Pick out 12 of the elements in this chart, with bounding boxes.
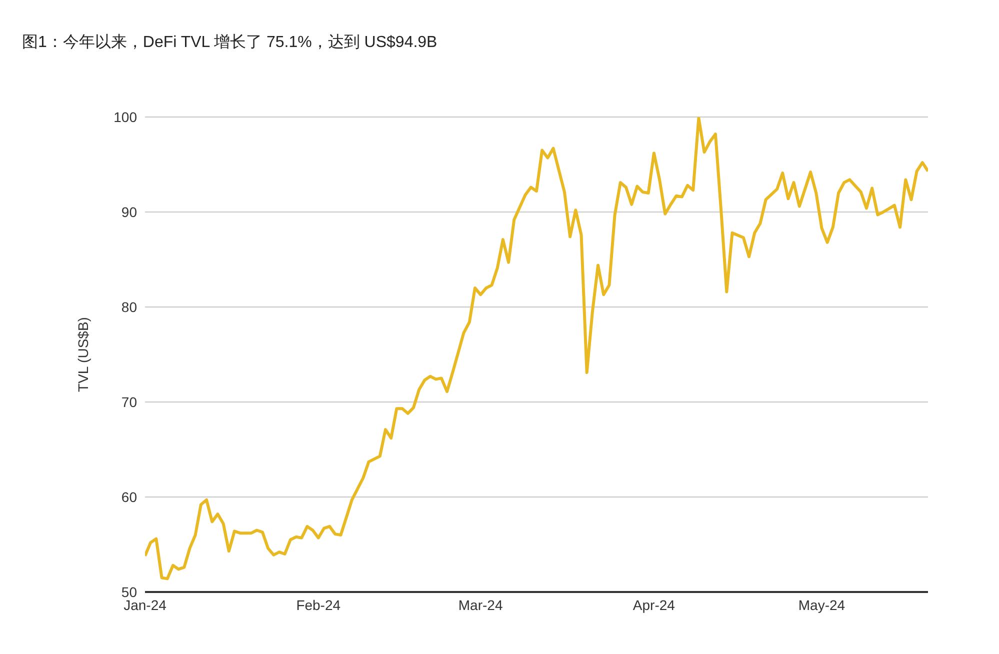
- y-tick-label: 90: [121, 204, 138, 220]
- x-tick-label: May-24: [798, 596, 846, 613]
- line-series: [145, 117, 928, 580]
- x-tick-label: Feb-24: [296, 596, 341, 613]
- y-tick-label: 60: [121, 488, 138, 505]
- y-tick-label: 80: [121, 298, 138, 315]
- chart-title: 图1：今年以来，DeFi TVL 增长了 75.1%，达到 US$94.9B: [22, 32, 438, 53]
- y-axis-title: TVL (US$B): [74, 317, 91, 392]
- x-tick-label: Apr-24: [632, 596, 676, 613]
- x-tick-label: Mar-24: [458, 596, 503, 613]
- y-tick-label: 70: [121, 394, 138, 410]
- y-tick-label: 100: [114, 108, 138, 125]
